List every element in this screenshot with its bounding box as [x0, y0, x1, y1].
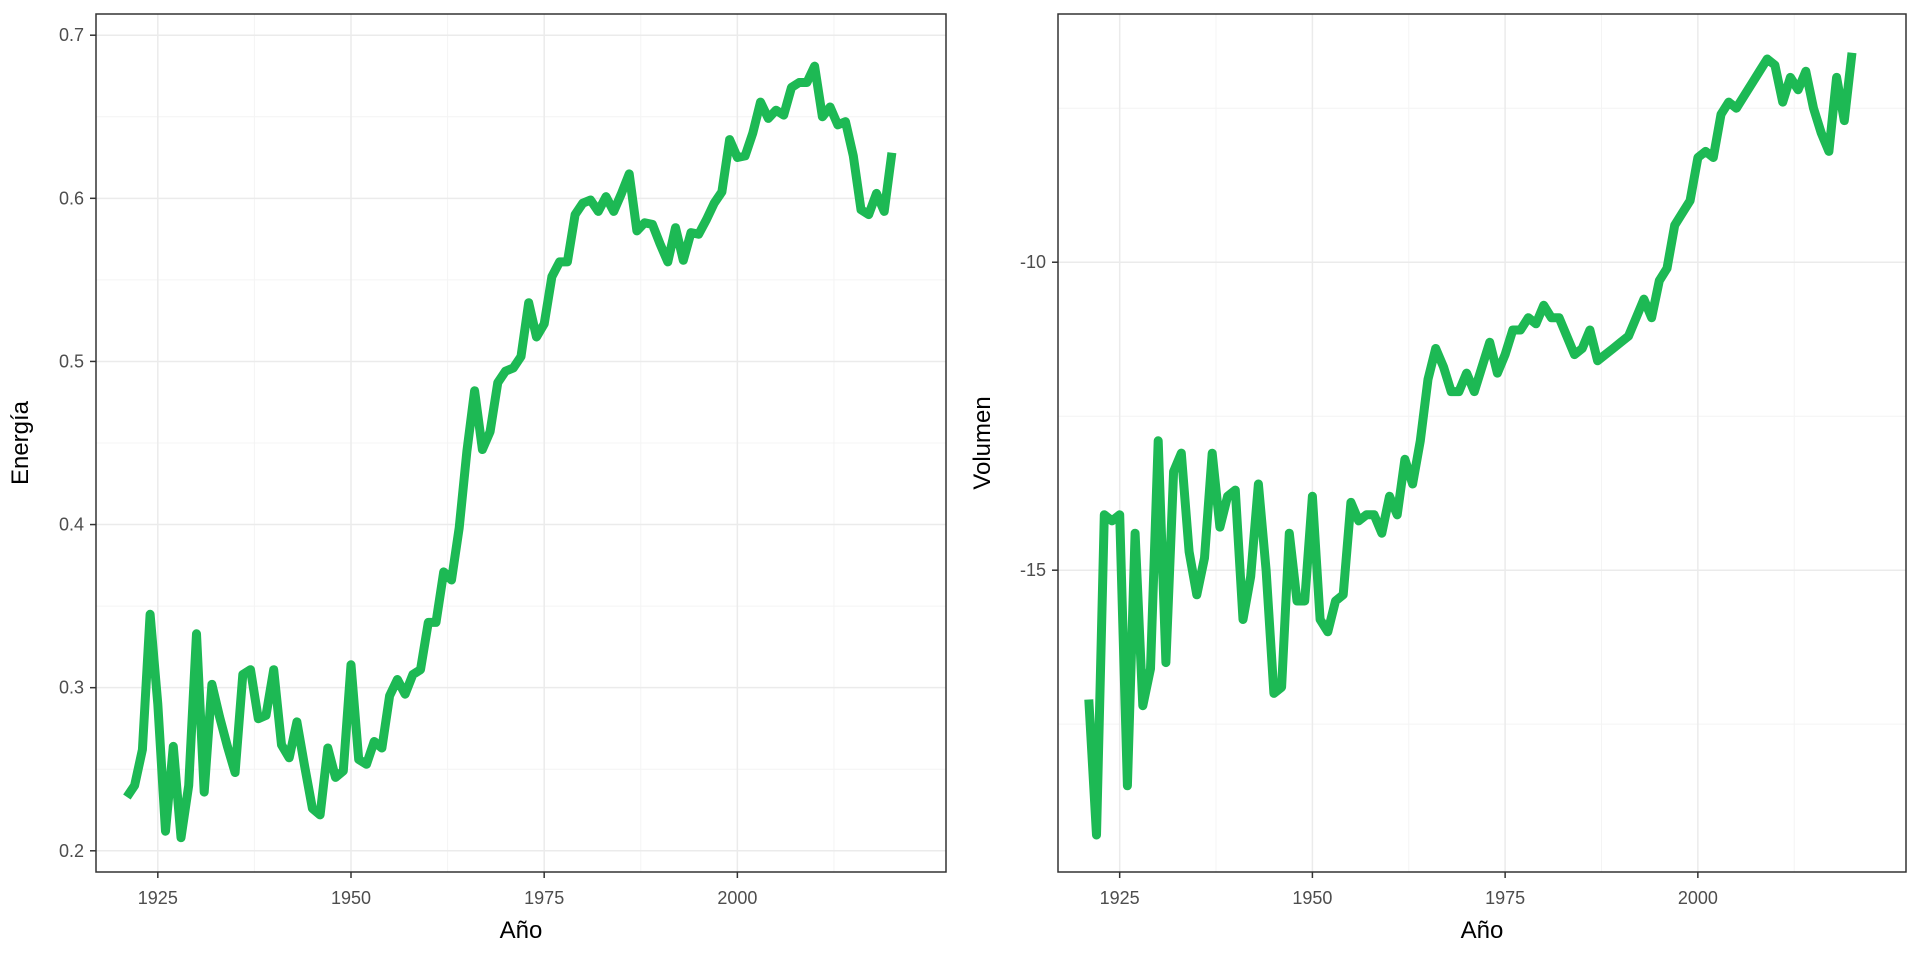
y-tick-label: 0.4 — [59, 515, 84, 535]
x-axis-title: Año — [500, 917, 543, 944]
y-tick-label: 0.5 — [59, 351, 84, 371]
y-tick-label: 0.3 — [59, 678, 84, 698]
x-tick-label: 2000 — [1678, 888, 1718, 908]
y-tick-label: 0.6 — [59, 188, 84, 208]
chart-panel-1: 1925 1950 1975 2000 0.2 0.3 0.4 0.5 0.6 0.7 Año Ene… — [7, 13, 947, 944]
x-tick-label: 1975 — [1485, 888, 1525, 908]
series-line — [123, 61, 897, 843]
x-tick-label: 1950 — [1292, 888, 1332, 908]
panel-border — [1057, 13, 1907, 873]
y-tick-label: -10 — [1020, 252, 1046, 272]
x-tick-label: 1925 — [1100, 888, 1140, 908]
x-tick-label: 1950 — [331, 888, 371, 908]
x-tick-label: 2000 — [717, 888, 757, 908]
x-axis-title: Año — [1461, 917, 1504, 944]
panel-background — [1058, 14, 1906, 872]
x-tick-label: 1925 — [138, 888, 178, 908]
y-tick-label: 0.7 — [59, 25, 84, 45]
y-axis-title: Energía — [7, 400, 34, 485]
panel-border — [95, 13, 947, 873]
chart-panel-2: 1925 1950 1975 2000 -10 -15 Año Volumen — [969, 13, 1907, 944]
series-line — [1084, 52, 1857, 840]
y-tick-label: -15 — [1020, 560, 1046, 580]
y-axis-title: Volumen — [969, 396, 996, 489]
y-tick-label: 0.2 — [59, 841, 84, 861]
x-tick-label: 1975 — [524, 888, 564, 908]
